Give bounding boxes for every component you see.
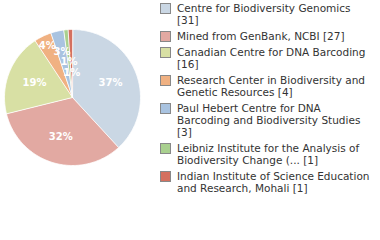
svg-text:32%: 32% <box>49 131 73 142</box>
html-text:Research Center in Biodiversit: Research Center in Biodiversity and Gene… <box>177 74 365 98</box>
html-text:Leibniz Institute for the Anal: Leibniz Institute for the Analysis of Bi… <box>177 142 360 166</box>
svg-text:1%: 1% <box>63 67 80 78</box>
svg-text:3%: 3% <box>53 46 71 57</box>
svg-text:37%: 37% <box>99 77 123 88</box>
html-text:Centre for Biodiversity Genomi: Centre for Biodiversity Genomics [31] <box>177 2 351 26</box>
html-text:Mined from GenBank, NCBI [27]: Mined from GenBank, NCBI [27] <box>177 30 345 42</box>
html-text:Indian Institute of Science Ed: Indian Institute of Science Education an… <box>177 170 370 194</box>
svg-text:1%: 1% <box>61 56 78 67</box>
svg-text:4%: 4% <box>38 39 56 51</box>
svg-text:19%: 19% <box>23 77 47 88</box>
html-text:Canadian Centre for DNA Barcod: Canadian Centre for DNA Barcoding [16] <box>177 46 366 70</box>
html-text:Paul Hebert Centre for DNA Bar: Paul Hebert Centre for DNA Barcoding and… <box>177 102 361 138</box>
